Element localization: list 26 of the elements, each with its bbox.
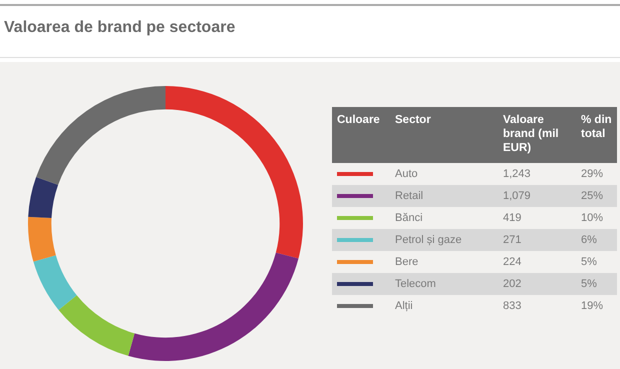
- text: 25%: [580, 190, 604, 202]
- legend-label: Auto: [394, 168, 419, 180]
- data-label: 1,243: [502, 168, 532, 180]
- text: 5%: [580, 278, 598, 290]
- text: 10%: [580, 212, 604, 224]
- data-label: 833: [502, 300, 522, 312]
- text: 29%: [580, 168, 604, 180]
- text: 5%: [580, 256, 598, 268]
- legend-label: Telecom: [394, 278, 437, 290]
- legend-label: Bere: [394, 256, 420, 268]
- text: Culoare: [336, 113, 381, 128]
- text: 6%: [580, 234, 598, 246]
- legend-label: Bănci: [394, 212, 424, 224]
- data-label: 202: [502, 278, 522, 290]
- legend-label: Petrol și gaze: [394, 234, 463, 246]
- text: % din total: [580, 113, 613, 142]
- text: Sector: [394, 113, 432, 128]
- text: 19%: [580, 300, 604, 312]
- legend-label: Alții: [394, 300, 414, 312]
- data-label: 419: [502, 212, 522, 224]
- text: Valoare brand (mil EUR): [502, 113, 560, 156]
- chart-title: Valoarea de brand pe sectoare: [4, 19, 236, 37]
- data-label: 1,079: [502, 190, 532, 202]
- data-label: 224: [502, 256, 522, 268]
- data-label: 271: [502, 234, 522, 246]
- legend-label: Retail: [394, 190, 424, 202]
